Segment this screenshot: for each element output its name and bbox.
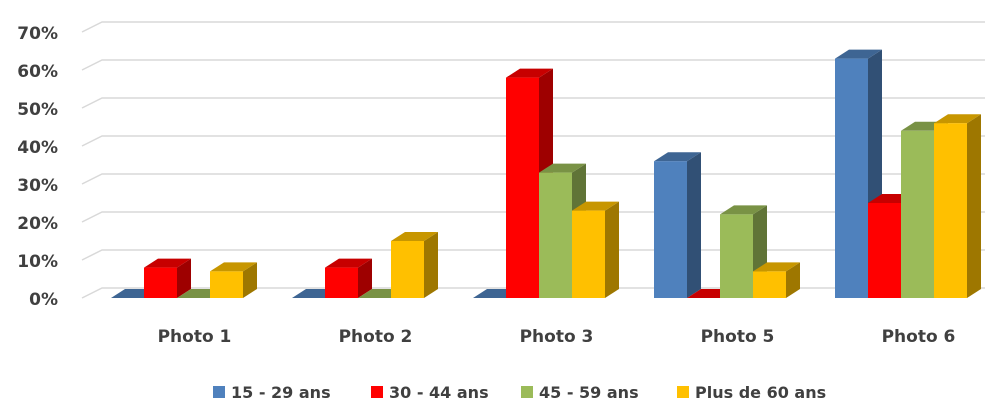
y-tick-label: 10% xyxy=(17,252,58,272)
x-tick-label: Photo 1 xyxy=(158,327,232,347)
x-tick-label: Photo 3 xyxy=(520,327,594,347)
bar xyxy=(391,232,438,298)
bar xyxy=(325,258,372,298)
gridline xyxy=(81,21,985,33)
legend-swatch xyxy=(213,386,225,398)
y-tick-label: 30% xyxy=(17,176,58,196)
x-axis-tick-labels: Photo 1 Photo 2 Photo 3 Photo 5 Photo 6 xyxy=(158,327,956,347)
gridline xyxy=(81,135,985,147)
legend-item: Plus de 60 ans xyxy=(677,383,826,402)
y-tick-label: 40% xyxy=(17,138,58,158)
bar xyxy=(753,262,800,298)
legend-label: 30 - 44 ans xyxy=(389,383,489,402)
x-tick-label: Photo 2 xyxy=(339,327,413,347)
bar xyxy=(210,262,257,298)
legend-item: 45 - 59 ans xyxy=(521,383,639,402)
legend-swatch xyxy=(521,386,533,398)
legend-item: 15 - 29 ans xyxy=(213,383,331,402)
bar xyxy=(934,114,981,298)
legend-label: 45 - 59 ans xyxy=(539,383,639,402)
legend-swatch xyxy=(677,386,689,398)
legend-item: 30 - 44 ans xyxy=(371,383,489,402)
gridline xyxy=(81,97,985,109)
y-tick-label: 20% xyxy=(17,214,58,234)
legend-label: 15 - 29 ans xyxy=(231,383,331,402)
gridline xyxy=(81,59,985,71)
legend-swatch xyxy=(371,386,383,398)
legend: 15 - 29 ans 30 - 44 ans 45 - 59 ans Plus de… xyxy=(213,383,826,402)
gridlines xyxy=(81,21,985,299)
x-tick-label: Photo 6 xyxy=(882,327,956,347)
bars xyxy=(111,49,981,298)
bar xyxy=(144,258,191,298)
bar xyxy=(506,68,553,298)
y-tick-label: 60% xyxy=(17,62,58,82)
y-tick-label: 0% xyxy=(29,290,58,310)
y-tick-label: 50% xyxy=(17,100,58,120)
y-tick-label: 70% xyxy=(17,24,58,44)
y-axis-tick-labels: 0% 10% 20% 30% 40% 50% 60% 70% xyxy=(17,24,58,310)
bar xyxy=(654,152,701,298)
x-tick-label: Photo 5 xyxy=(701,327,775,347)
bar xyxy=(572,201,619,298)
legend-label: Plus de 60 ans xyxy=(695,383,826,402)
